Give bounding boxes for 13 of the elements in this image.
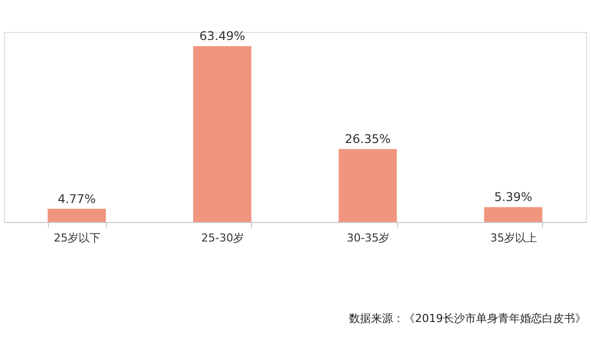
- bar: [484, 207, 542, 222]
- x-tick-label: 35岁以上: [490, 232, 538, 244]
- x-tick-label: 25-30岁: [201, 232, 244, 244]
- data-label: 5.39%: [494, 190, 532, 204]
- source-note: 数据来源：《2019长沙市单身青年婚恋白皮书》: [349, 312, 586, 325]
- bar: [193, 46, 252, 222]
- x-tick-label: 25岁以下: [54, 232, 101, 244]
- bar: [48, 208, 106, 222]
- data-label: 4.77%: [58, 192, 96, 206]
- bar: [338, 148, 397, 222]
- data-label: 63.49%: [199, 29, 246, 44]
- data-label: 26.35%: [344, 132, 391, 146]
- x-tick-label: 30-35岁: [346, 232, 390, 244]
